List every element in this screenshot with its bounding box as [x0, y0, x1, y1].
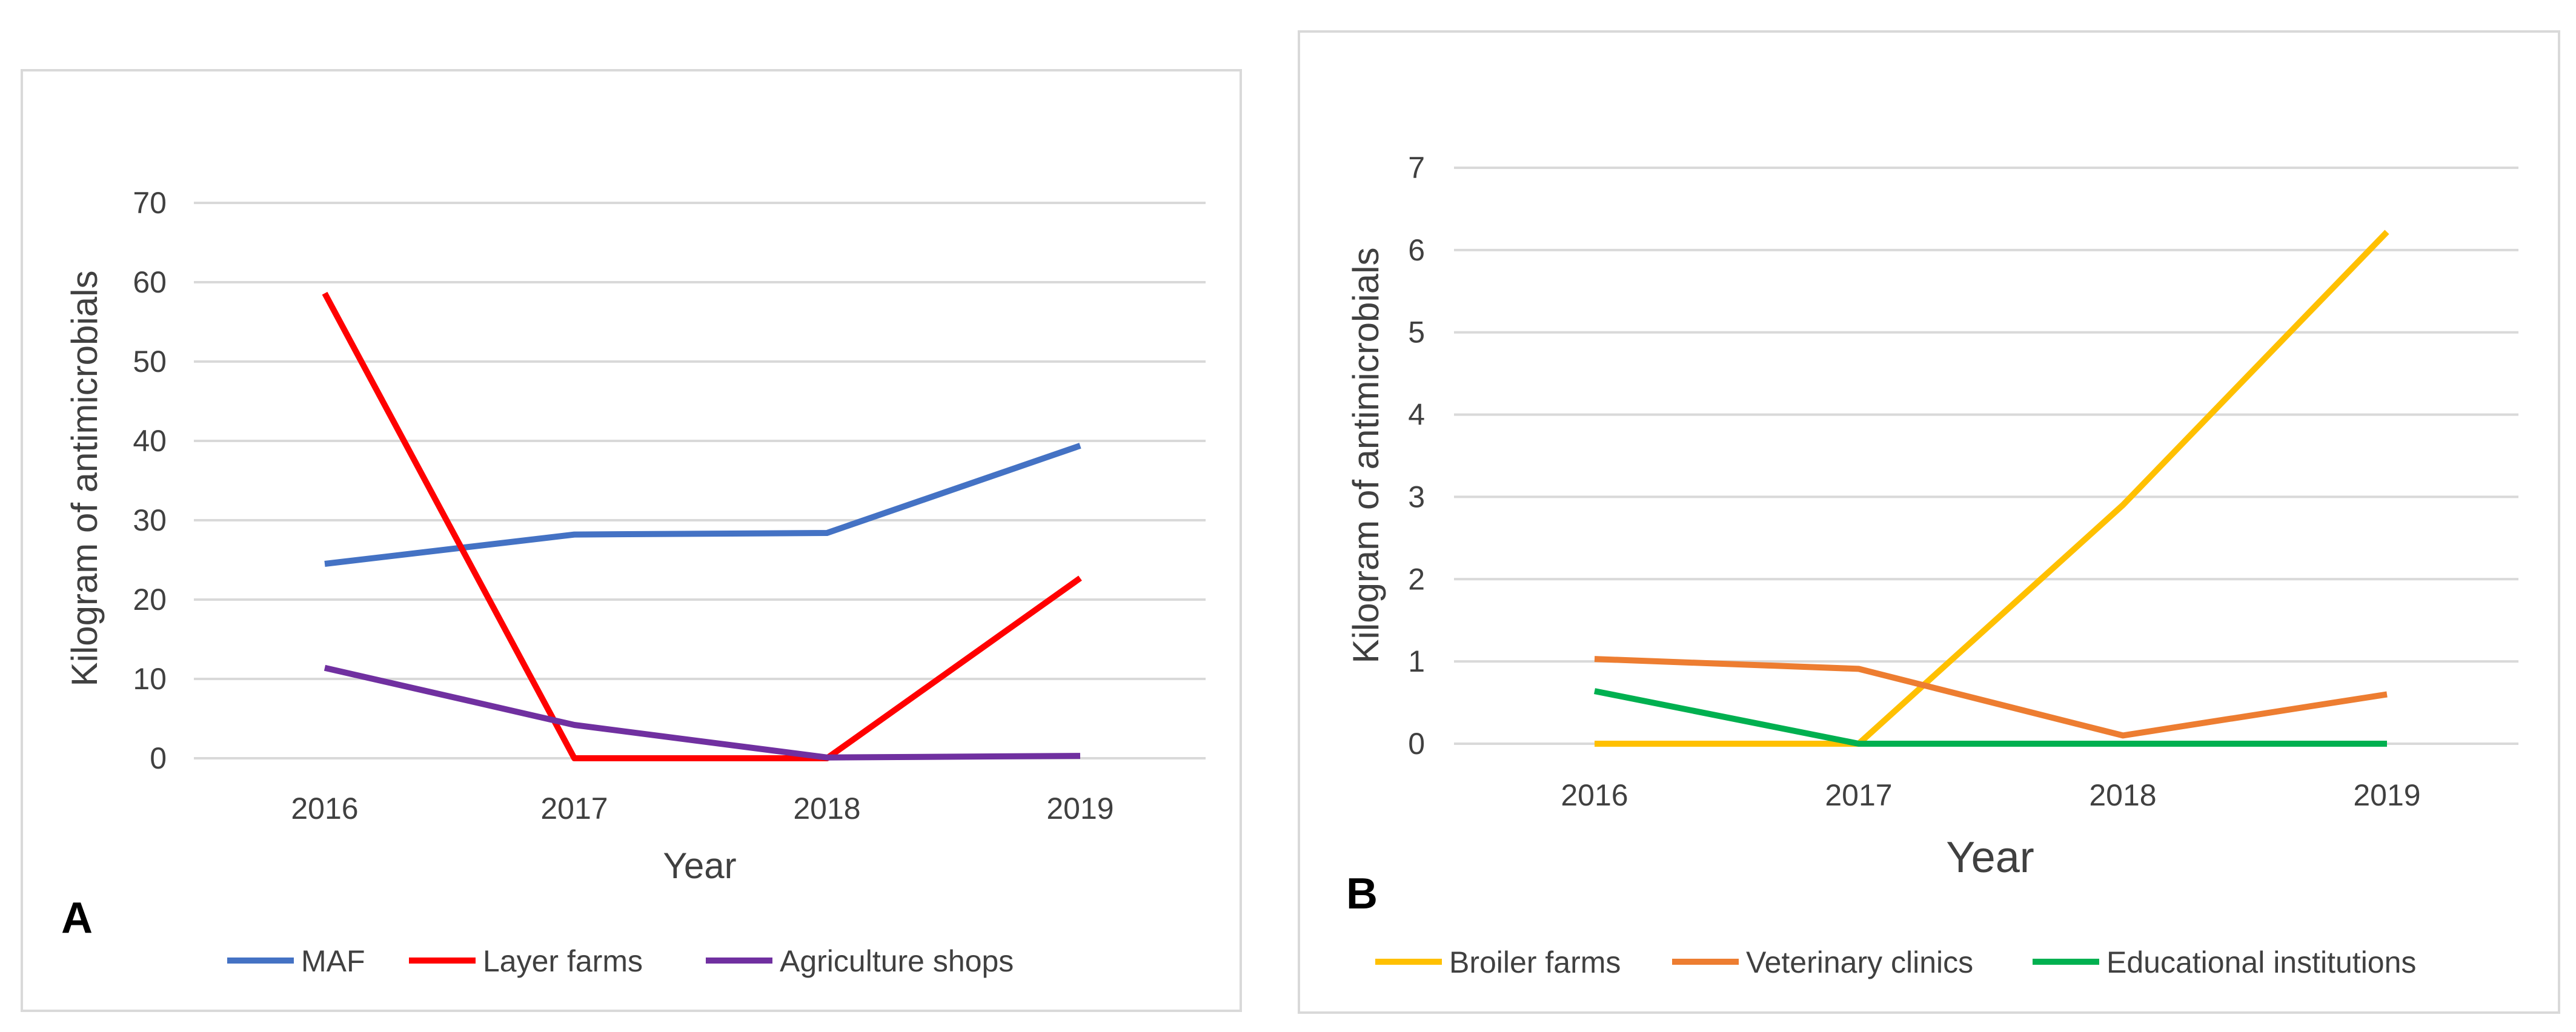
chart-a-xtick-label: 2019 [1046, 792, 1114, 825]
chart-b-ytick-label: 5 [1408, 316, 1425, 349]
chart-b-legend-label: Veterinary clinics [1746, 945, 1973, 979]
chart-a-panel-letter: A [61, 894, 93, 942]
chart-a-xtick-label: 2017 [540, 792, 608, 825]
chart-b-yaxis-title: Kilogram of antimicrobials [1346, 248, 1386, 664]
chart-a-legend-label: Agriculture shops [780, 944, 1014, 978]
chart-b-panel-letter: B [1346, 870, 1378, 918]
chart-a-xaxis-title: Year [663, 845, 736, 886]
chart-b-legend-label: Broiler farms [1449, 945, 1621, 979]
chart-b-ytick-label: 6 [1408, 233, 1425, 267]
chart-b-series-line-2 [1594, 656, 2388, 739]
chart-a-ytick-label: 60 [133, 265, 167, 299]
chart-a-legend-label: Layer farms [483, 944, 643, 978]
chart-a-ytick-label: 0 [150, 741, 167, 775]
chart-a-series-line-3 [324, 664, 1081, 761]
chart-b-xtick-label: 2019 [2353, 778, 2420, 812]
chart-b-ytick-label: 3 [1408, 480, 1425, 514]
chart-a-yaxis-title: Kilogram of antimicrobials [64, 271, 105, 687]
panel-b-frame [1298, 30, 2560, 1014]
chart-b-xaxis-title: Year [1946, 833, 2034, 882]
chart-a: 0 10 20 30 40 50 60 70 2016 2017 2018 2019 Year Kilog… [61, 186, 1206, 978]
chart-b-xtick-label: 2018 [2089, 778, 2156, 812]
chart-a-series-line-1 [324, 443, 1081, 567]
chart-b-legend-label: Educational institutions [2106, 945, 2416, 979]
chart-a-ytick-label: 50 [133, 345, 167, 379]
chart-b-ytick-label: 4 [1408, 398, 1425, 432]
chart-a-ytick-label: 70 [133, 186, 167, 220]
chart-b: 0 1 2 3 4 5 6 7 2016 2017 2018 2019 Year Kilogram of … [1346, 151, 2518, 979]
chart-b-xtick-label: 2016 [1561, 778, 1628, 812]
chart-a-legend-label: MAF [301, 944, 365, 978]
chart-a-xtick-label: 2016 [291, 792, 358, 825]
chart-b-xtick-label: 2017 [1825, 778, 1892, 812]
chart-a-series-line-2 [322, 291, 1082, 761]
chart-a-ytick-label: 30 [133, 503, 167, 537]
chart-b-ytick-label: 7 [1408, 151, 1425, 185]
chart-b-ytick-label: 2 [1408, 562, 1425, 596]
chart-b-series-line-3 [1594, 688, 2387, 747]
chart-b-series-line-1 [1595, 230, 2389, 747]
chart-a-xtick-label: 2018 [793, 792, 860, 825]
chart-b-ytick-label: 1 [1408, 644, 1425, 678]
chart-a-ytick-label: 40 [133, 424, 167, 458]
chart-a-ytick-label: 20 [133, 583, 167, 617]
chart-a-ytick-label: 10 [133, 662, 167, 696]
panel-a-frame [21, 69, 1242, 1012]
chart-b-ytick-label: 0 [1408, 727, 1425, 761]
